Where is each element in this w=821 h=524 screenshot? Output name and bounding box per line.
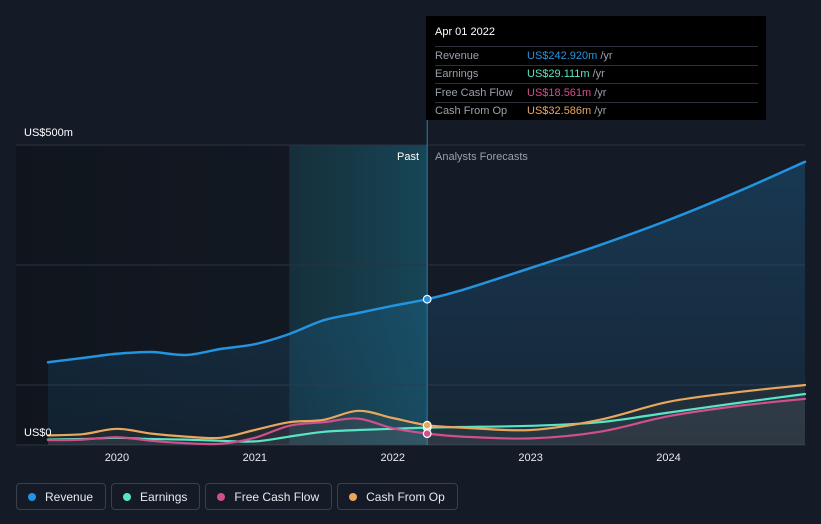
- y-axis-min-label: US$0: [24, 427, 52, 439]
- revenue-dot-icon: [28, 492, 36, 501]
- free-cash-flow-area: [48, 398, 805, 445]
- tooltip-value: US$32.586m: [527, 105, 592, 118]
- free-cash-flow-dot-icon: [217, 492, 226, 501]
- tooltip-row-earnings: Earnings US$29.111m /yr: [435, 64, 758, 84]
- revenue-line: [46, 160, 807, 364]
- cash-from-op-marker: [422, 420, 432, 430]
- x-tick-label: 2022: [380, 452, 404, 464]
- x-tick-label: 2023: [518, 452, 542, 464]
- cash-from-op-area: [48, 385, 805, 445]
- earnings-dot-icon: [123, 492, 132, 501]
- tooltip-value: US$242.920m: [527, 49, 598, 62]
- tooltip-row-cash-from-op: Cash From Op US$32.586m /yr: [435, 101, 758, 121]
- tooltip-value: US$18.561m: [527, 86, 592, 99]
- past-label: Past: [397, 151, 419, 163]
- earnings-line: [46, 392, 807, 443]
- legend-item-free-cash-flow[interactable]: Free Cash Flow: [205, 483, 333, 510]
- cash-from-op-dot-icon: [349, 492, 358, 501]
- tooltip: Apr 01 2022 Revenue US$242.920m /yr Earn…: [426, 16, 766, 120]
- earnings-area: [48, 394, 805, 445]
- forecast-label: Analysts Forecasts: [435, 151, 528, 163]
- legend-label: Free Cash Flow: [234, 489, 320, 504]
- tooltip-value: US$29.111m: [527, 68, 590, 81]
- tooltip-date: Apr 01 2022: [435, 26, 495, 38]
- y-axis-max-label: US$500m: [24, 127, 73, 139]
- x-tick-label: 2021: [243, 452, 267, 464]
- legend-label: Revenue: [45, 489, 94, 504]
- x-tick-label: 2020: [105, 452, 129, 464]
- free-cash-flow-marker: [422, 429, 432, 439]
- tooltip-label: Earnings: [435, 68, 479, 81]
- tooltip-label: Free Cash Flow: [435, 86, 513, 99]
- tooltip-unit: /yr: [600, 49, 613, 62]
- free-cash-flow-line: [46, 397, 807, 446]
- tooltip-row-free-cash-flow: Free Cash Flow US$18.561m /yr: [435, 83, 758, 102]
- revenue-marker: [422, 294, 432, 304]
- cash-from-op-line: [46, 383, 807, 440]
- legend-label: Earnings: [140, 489, 188, 504]
- tooltip-unit: /yr: [594, 86, 607, 99]
- legend-item-revenue[interactable]: Revenue: [16, 483, 107, 510]
- tooltip-label: Revenue: [435, 49, 480, 62]
- legend-item-cash-from-op[interactable]: Cash From Op: [337, 483, 458, 510]
- tooltip-unit: /yr: [594, 105, 607, 118]
- legend-label: Cash From Op: [366, 489, 445, 504]
- legend-item-earnings[interactable]: Earnings: [111, 483, 201, 510]
- x-tick-label: 2024: [656, 452, 680, 464]
- tooltip-row-revenue: Revenue US$242.920m /yr: [435, 46, 758, 65]
- tooltip-unit: /yr: [592, 68, 605, 81]
- tooltip-label: Cash From Op: [435, 105, 508, 118]
- legend: Revenue Earnings Free Cash Flow Cash Fro…: [16, 483, 458, 510]
